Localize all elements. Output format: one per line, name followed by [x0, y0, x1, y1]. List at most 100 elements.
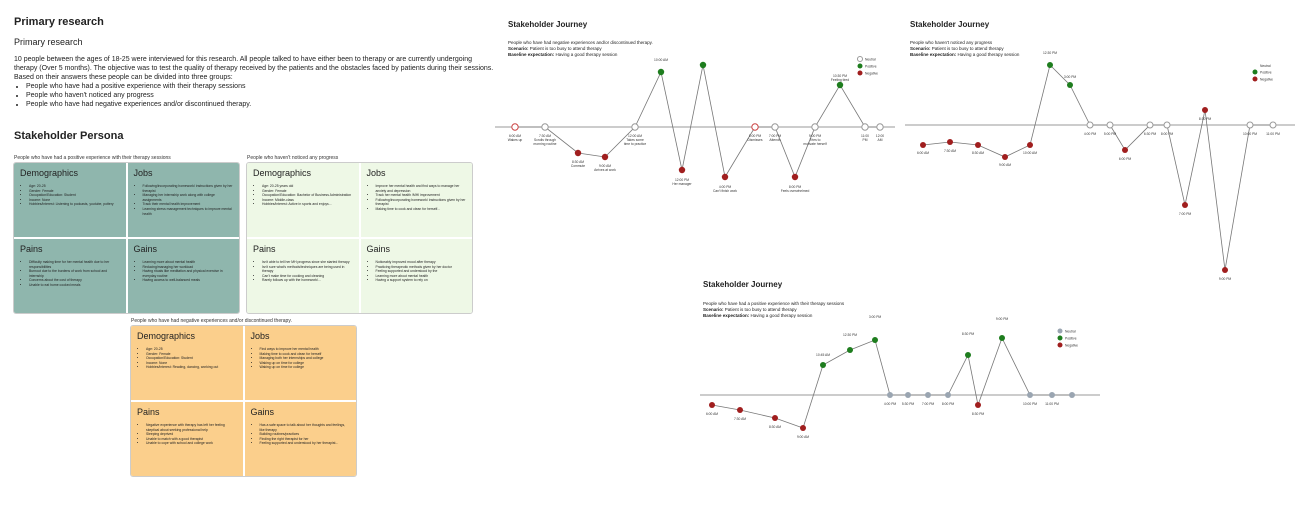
journey-point — [1086, 121, 1094, 129]
legend-positive-icon — [1252, 69, 1258, 75]
journey-note: 12:00 — [876, 134, 884, 138]
journey-point — [1163, 121, 1171, 129]
journey-note: 8:00 PM — [1161, 132, 1174, 136]
jobs-section: Jobs Improve her mental health and find w… — [360, 163, 472, 237]
bullet-item: Rarely follows up with the homework/... — [262, 278, 353, 283]
journey-note: 12:00 AM — [628, 134, 642, 138]
demographics-section: Demographics Age: 20-25Gender: FemaleOccu… — [14, 163, 126, 237]
bullet-item: Age: 20-25 years old — [262, 184, 353, 189]
journey-title: Stakeholder Journey — [508, 20, 588, 29]
bullet-item: Learning more about mental health — [376, 274, 467, 279]
journey-point — [751, 123, 759, 131]
jobs-section: Jobs Find ways to improve her mental heal… — [244, 326, 356, 400]
journey-note: 10:45 AM — [816, 353, 830, 357]
bullet-item: Feeling supported and understood by the — [376, 269, 467, 274]
journey-scenario: Scenario: Patient is too busy to attend … — [703, 307, 797, 313]
legend-neutral-label: Neutral — [1065, 330, 1076, 334]
bullet-list: Age: 20-25Gender: FemaleOccupation/Educa… — [137, 347, 237, 370]
journey-point — [800, 425, 806, 431]
journey-note: 7:00 PM — [1179, 212, 1192, 216]
gains-heading: Gains — [133, 244, 158, 254]
bullet-item: Managing both her internships and colleg… — [260, 356, 351, 361]
pains-heading: Pains — [137, 407, 160, 417]
bullet-item: Finding the right therapist for her — [260, 437, 351, 442]
journey-note: 8:30 PM — [1199, 117, 1212, 121]
pains-heading: Pains — [20, 244, 43, 254]
gains-section: Gains Noticeably improved mood after ther… — [360, 239, 472, 313]
journey-point — [601, 153, 609, 161]
bullet-item: Track her mental health /MHI improvement — [376, 193, 467, 198]
journey-note: 6:00 AM — [509, 134, 521, 138]
legend-negative-icon — [1252, 76, 1258, 82]
journey-group: People who haven't noticed any progress — [910, 40, 993, 45]
bullet-item: Isn't able to tell her MH progress since… — [262, 260, 353, 265]
scenario-text: Patient is too busy to attend therapy — [724, 307, 797, 312]
persona-caption: People who have had negative experiences… — [131, 318, 292, 324]
legend-neutral-label: Neutral — [1260, 64, 1271, 68]
bullet-item: Gender: Female — [262, 189, 353, 194]
journey-note: Scrolls through — [534, 138, 556, 142]
legend-neutral-icon — [857, 56, 863, 62]
persona-card-negative: Demographics Age: 20-25Gender: FemaleOccu… — [130, 325, 357, 477]
bullet-list: Learning more about mental healthReducin… — [134, 260, 234, 283]
journey-note: 5:00 PM — [1104, 132, 1117, 136]
journey-note: 9:00 AM — [797, 435, 809, 439]
journey-point — [1027, 392, 1033, 398]
journey-baseline: Baseline expectation: Having a good ther… — [703, 313, 812, 319]
journey-point — [811, 123, 819, 131]
bullet-item: Difficulty making time for her mental he… — [29, 260, 120, 269]
journey-note: 9:00 PM — [1219, 277, 1232, 280]
journey-note: 7:00 PM — [922, 402, 935, 406]
journey-note: 12:00 PM — [675, 178, 689, 182]
pains-heading: Pains — [253, 244, 276, 254]
bullet-item: Gender: Female — [29, 189, 120, 194]
bullet-item: Practicing therapeutic methods given by … — [376, 265, 467, 270]
baseline-text: Having a good therapy session — [957, 52, 1020, 57]
journey-point — [511, 123, 519, 131]
legend-negative-icon — [857, 70, 863, 76]
journey-note: Takes some — [626, 138, 644, 142]
journey-title: Stakeholder Journey — [703, 280, 783, 289]
journey-note: 7:30 AM — [734, 417, 746, 421]
bullet-item: Waking up on time for college — [260, 361, 351, 366]
demographics-section: Demographics Age: 20-25Gender: FemaleOccu… — [131, 326, 243, 400]
journey-note: 3:00 PM — [869, 315, 882, 319]
bullet-item: Feeling supported and understood by her … — [260, 441, 351, 446]
group-item: People who haven't noticed any progress — [26, 91, 494, 100]
legend-positive-label: Positive — [865, 65, 877, 69]
scenario-label: Scenario: — [910, 46, 931, 51]
journey-baseline: Baseline expectation: Having a good ther… — [910, 52, 1019, 58]
journey-scenario: Scenario: Patient is too busy to attend … — [910, 46, 1004, 52]
bullet-list: Noticeably improved mood after therapyPr… — [367, 260, 467, 283]
bullet-item: Negative experience with therapy has lef… — [146, 423, 237, 432]
journey-note: 9:00 PM — [809, 134, 822, 138]
journey-point — [541, 123, 549, 131]
bullet-item: Track their mental health improvement — [143, 202, 234, 207]
journey-note: Can't finish work — [713, 189, 737, 193]
journey-baseline: Baseline expectation: Having a good ther… — [508, 52, 617, 58]
legend-neutral-label: Neutral — [865, 58, 876, 62]
bullet-item: Hobbies/Interest: Listening to podcasts,… — [29, 202, 120, 207]
bullet-item: Age: 20-25 — [29, 184, 120, 189]
journey-chart-no-progress: 6:00 AM 7:30 AM 8:30 AM 9:00 AM 10:00 AM… — [905, 51, 1295, 280]
gains-heading: Gains — [366, 244, 391, 254]
persona-card-no-progress: Demographics Age: 20-25 years oldGender: … — [246, 162, 473, 314]
journey-point — [1047, 62, 1053, 68]
journey-note: Attends — [769, 138, 781, 142]
bullet-item: Gender: Female — [146, 352, 237, 357]
bullet-item: Unable to eat home cooked meals — [29, 283, 120, 288]
journey-note: time to practice — [624, 142, 647, 146]
baseline-text: Having a good therapy session — [555, 52, 618, 57]
journey-note: 8:30 AM — [572, 160, 584, 164]
journey-note: Wakes up — [508, 138, 523, 142]
journey-note: Feels overwhelmed — [781, 189, 810, 193]
journey-point — [820, 362, 826, 368]
journey-point — [920, 142, 926, 148]
baseline-label: Baseline expectation: — [910, 52, 957, 57]
bullet-item: Waking up on time for college — [260, 365, 351, 370]
bullet-item: Hobbies/Interest: Reading, dancing, work… — [146, 365, 237, 370]
journey-point — [1122, 147, 1128, 153]
journey-point — [1067, 82, 1073, 88]
pains-section: Pains Isn't able to tell her MH progress … — [247, 239, 359, 313]
legend-negative-icon — [1057, 342, 1063, 348]
